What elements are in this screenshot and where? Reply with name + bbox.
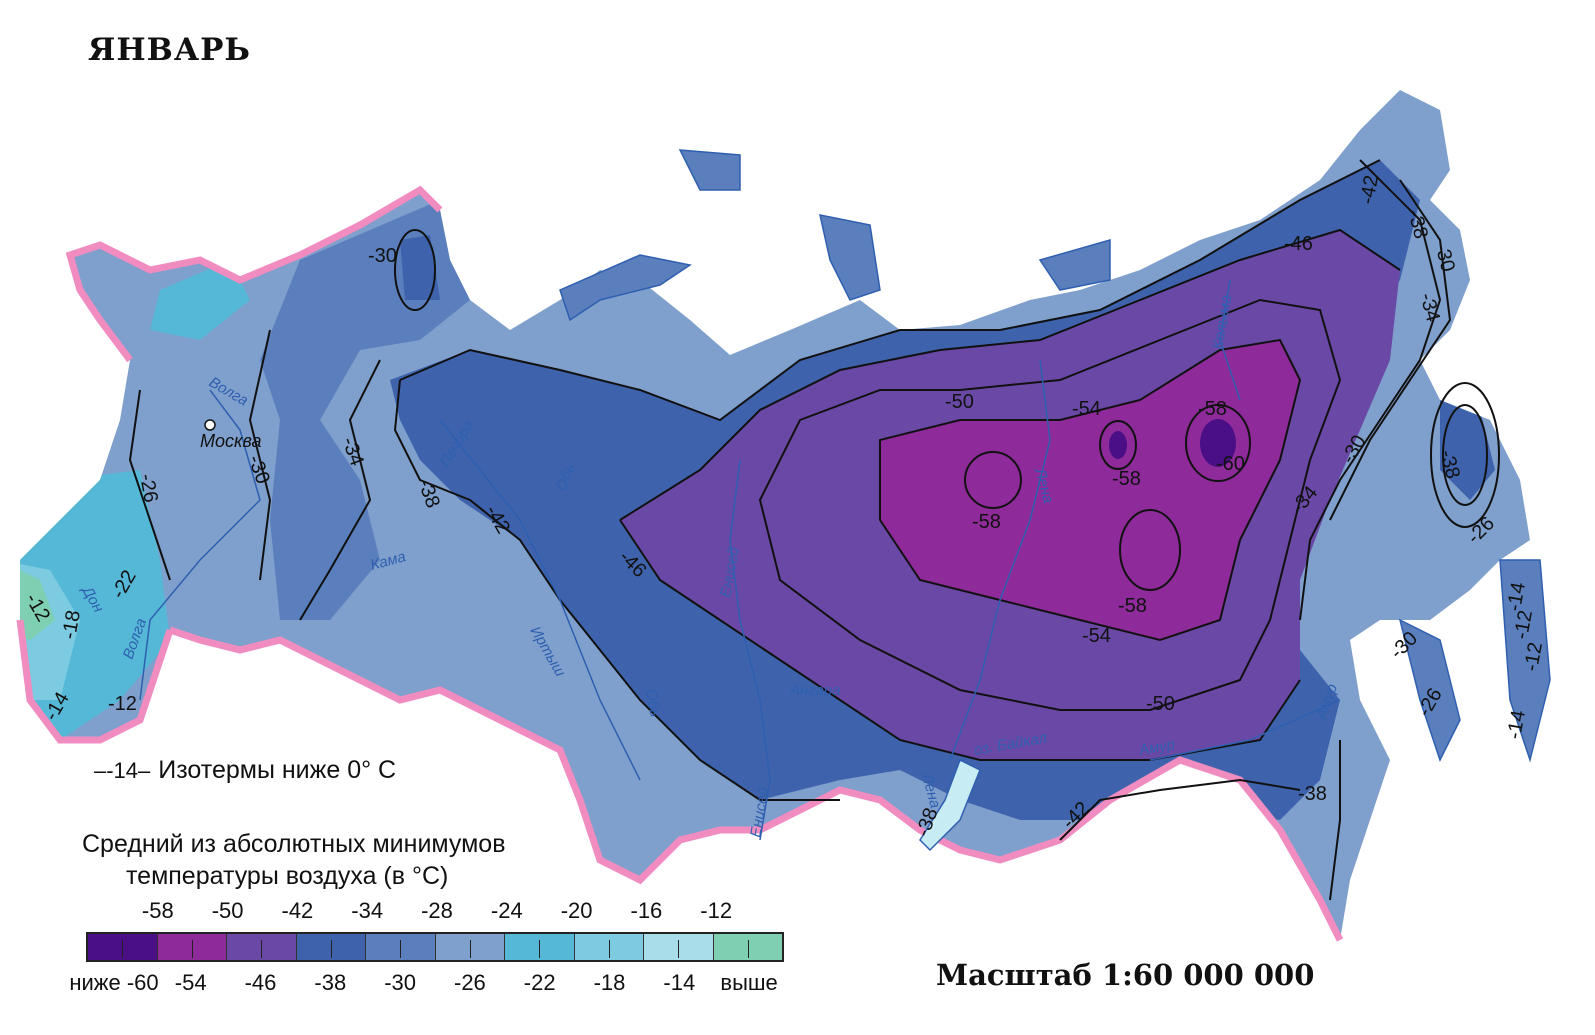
isotherm-line	[248, 329, 272, 581]
river-line	[729, 459, 771, 841]
isotherm-label: -54	[1082, 625, 1111, 647]
river-line	[139, 389, 261, 701]
isotherm-line	[1430, 382, 1500, 528]
map-scale: Масштаб 1:60 000 000	[936, 958, 1315, 992]
isotherm-label: -12	[1510, 609, 1537, 641]
zone-coldest	[1200, 419, 1236, 467]
isotherm-legend: –-14– Изотермы ниже 0° С	[94, 756, 396, 785]
river-line	[1219, 279, 1241, 401]
river-line	[949, 359, 1051, 761]
legend-swatch	[505, 934, 575, 960]
color-scale-bar	[86, 932, 784, 962]
legend-swatch	[574, 934, 644, 960]
legend-title-line2: температуры воздуха (в °С)	[126, 862, 449, 890]
isotherm-line	[394, 229, 436, 311]
isotherm-label: -14	[1503, 709, 1530, 741]
isotherm-line	[879, 338, 1302, 642]
sakhalin	[1398, 618, 1461, 762]
zone-coldest-small	[1109, 431, 1127, 459]
legend-swatch	[296, 934, 366, 960]
isotherm-label: -46	[1284, 233, 1313, 255]
novaya-zemlya	[559, 254, 692, 322]
zone-kola	[400, 235, 440, 300]
lake-baikal	[919, 758, 981, 852]
isotherm-label: -58	[1118, 595, 1147, 617]
legend-swatch	[713, 934, 782, 960]
isotherm-line	[1059, 778, 1301, 841]
isotherm-label: -12	[108, 693, 137, 715]
isotherm-label: -60	[1216, 453, 1245, 475]
zone-magenta	[880, 340, 1300, 640]
isotherm-line	[399, 159, 1381, 422]
isotherm-line	[1442, 404, 1488, 506]
isotherm-label: -30	[368, 245, 397, 267]
isotherm-line	[299, 359, 381, 621]
isotherm-line	[1185, 404, 1251, 482]
river-line	[439, 419, 641, 781]
legend-swatch	[366, 934, 436, 960]
legend-swatch	[644, 934, 714, 960]
isotherm-label: -38	[1298, 783, 1327, 805]
isotherm-line	[1299, 159, 1442, 621]
zone-blue-west	[260, 200, 470, 620]
country-border	[16, 185, 1344, 942]
isotherm-symbol: –-14–	[94, 758, 151, 783]
zone-cyan-north	[150, 260, 250, 340]
legend-title: Средний из абсолютных минимумов температ…	[82, 828, 505, 892]
isotherm-label: -58	[972, 511, 1001, 533]
river-label: Ангара	[789, 682, 841, 699]
isotherm-line	[758, 298, 1342, 711]
isotherm-label: -14	[1503, 581, 1530, 613]
franz-josef-land	[678, 149, 741, 191]
river-label: Обь	[642, 688, 664, 719]
river-label: Амур	[1137, 736, 1176, 759]
zone-teal	[20, 560, 55, 640]
isotherm-label: -50	[945, 391, 974, 413]
isotherm-label: -58	[1112, 468, 1141, 490]
isotherm-label: -18	[58, 609, 85, 641]
city-label: Москва	[200, 431, 262, 451]
isotherm-label: -58	[1198, 398, 1227, 420]
isotherm-label: -50	[1146, 693, 1175, 715]
zone-kamchatka	[1440, 400, 1495, 500]
isotherm-line	[1119, 509, 1181, 591]
river-line	[1149, 699, 1341, 761]
isotherm-legend-text: Изотермы ниже 0° С	[158, 756, 397, 784]
isotherm-label: -42	[1356, 174, 1383, 206]
kuril-islands	[1499, 559, 1551, 763]
islands	[559, 149, 1551, 763]
isotherm-label: -54	[1072, 398, 1101, 420]
legend-swatch	[88, 934, 158, 960]
legend-swatch	[157, 934, 227, 960]
legend-swatch	[435, 934, 505, 960]
legend-title-line1: Средний из абсолютных минимумов	[82, 830, 506, 858]
isotherm-line	[128, 389, 171, 581]
isotherm-line	[1099, 420, 1137, 470]
isotherm-line	[619, 228, 1401, 521]
isotherm-line	[964, 451, 1022, 509]
isotherm-label: -12	[1520, 641, 1547, 673]
moscow-marker	[204, 419, 216, 431]
rivers	[139, 279, 1341, 841]
isotherm-line	[1329, 740, 1341, 901]
novosibirsk-islands	[1038, 239, 1111, 291]
isotherm-line	[1329, 179, 1452, 521]
legend-swatch	[227, 934, 297, 960]
map-title: ЯНВАРЬ	[88, 32, 251, 68]
severnaya-zemlya	[819, 214, 881, 301]
isotherm-label: -26	[135, 472, 162, 504]
